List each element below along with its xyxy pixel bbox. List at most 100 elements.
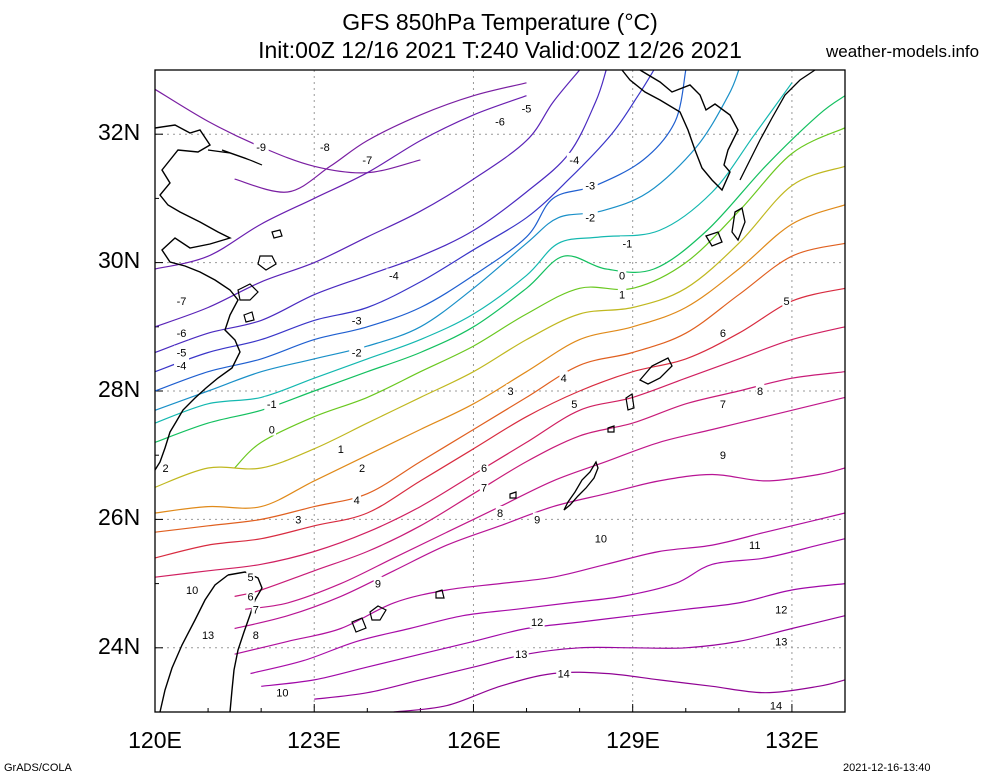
contour-label-bg xyxy=(718,448,728,462)
contour-label-bg xyxy=(718,396,728,410)
island-kume xyxy=(509,491,517,499)
island-ishigaki xyxy=(369,605,387,621)
contour-label: 6 xyxy=(720,328,726,340)
contour-minus-2 xyxy=(154,69,740,411)
island-yakushima xyxy=(705,231,723,247)
contour-label-bg xyxy=(161,461,170,475)
island-miyako xyxy=(435,589,445,599)
contour-label-bg xyxy=(386,268,402,282)
island-tanegashima xyxy=(731,206,746,242)
site-credit: weather-models.info xyxy=(826,42,980,61)
contour-label-bg xyxy=(559,371,568,385)
footer-credit: GrADS/COLA xyxy=(4,762,72,774)
coastline-china xyxy=(154,124,241,471)
contour-label-bg xyxy=(479,461,489,475)
contour-label-bg xyxy=(619,236,635,250)
contour-0 xyxy=(154,95,846,443)
contour-label-bg xyxy=(582,178,598,192)
contour-label-bg xyxy=(267,422,277,436)
contour-label-bg xyxy=(566,152,582,166)
contour-4 xyxy=(154,242,846,533)
map-frame xyxy=(154,69,846,713)
contour-minus-3 xyxy=(154,69,687,392)
contour-label: 10 xyxy=(186,585,198,597)
contour-6 xyxy=(154,326,846,578)
contour-12 xyxy=(261,583,846,687)
contour-label: 12 xyxy=(775,604,787,616)
contour-label: -4 xyxy=(389,270,399,282)
contour-label-bg xyxy=(556,666,572,680)
contour-label-bg xyxy=(718,326,728,340)
contour-label-bg xyxy=(782,294,791,308)
lon-label-132e: 132E xyxy=(765,727,819,753)
contour-label-bg xyxy=(513,647,529,661)
contour-label: 5 xyxy=(784,296,790,308)
contour-labels: -9 -8-7-6-5-4-3-2-101-4-7-6-5-4-3-2-10122… xyxy=(161,101,791,713)
contour-14 xyxy=(393,671,846,713)
contour-label: 4 xyxy=(561,373,567,385)
contour-label: -5 xyxy=(177,347,187,359)
contour-label: -3 xyxy=(585,181,595,193)
contour-label: 1 xyxy=(338,444,344,456)
contour-label: 1 xyxy=(619,290,625,302)
contour-label: 6 xyxy=(481,463,487,475)
contour-label: 13 xyxy=(202,630,214,642)
contour-label: 0 xyxy=(269,425,275,437)
contour-label: 14 xyxy=(558,668,570,680)
contour-label: 13 xyxy=(515,649,527,661)
contour-label: 6 xyxy=(247,591,253,603)
island-okinoerabu xyxy=(607,425,615,433)
contour-label: -6 xyxy=(495,116,505,128)
contour-label: -7 xyxy=(362,155,372,167)
contour-label-bg xyxy=(519,101,535,115)
contour-label-bg xyxy=(768,698,784,712)
island-okinawa xyxy=(563,460,599,511)
contour-label-bg xyxy=(747,538,763,552)
contour-label-bg xyxy=(274,685,290,699)
contour-label: 9 xyxy=(375,579,381,591)
contour-label-bg xyxy=(246,589,255,603)
contour-label-bg xyxy=(251,627,261,641)
contour-label: 5 xyxy=(247,572,253,584)
contour-minus-6 xyxy=(154,69,581,328)
contour-label: -4 xyxy=(177,360,187,372)
contour-label-bg xyxy=(253,140,269,154)
contour-label-bg xyxy=(359,152,375,166)
island-tokunoshima xyxy=(625,392,635,411)
contour-label: 14 xyxy=(770,701,782,713)
contour-5 xyxy=(154,287,846,559)
chart-subtitle: Init:00Z 12/16 2021 T:240 Valid:00Z 12/2… xyxy=(258,37,742,63)
contour-label: 7 xyxy=(481,482,487,494)
contour-label-bg xyxy=(200,627,216,641)
lon-label-120e: 120E xyxy=(128,727,182,753)
contour-label: -2 xyxy=(585,213,595,225)
contour-label: -1 xyxy=(622,238,632,250)
contour-label: 8 xyxy=(497,508,503,520)
contour-label-bg xyxy=(506,384,515,397)
contour-label: -7 xyxy=(177,296,187,308)
contour-label: 2 xyxy=(359,463,365,475)
contour-label-bg xyxy=(532,512,542,526)
chart-title: GFS 850hPa Temperature (°C) xyxy=(342,9,658,35)
contour-label-bg xyxy=(373,576,383,590)
contour-label: -8 xyxy=(320,142,330,154)
contour-label-bg xyxy=(492,114,508,128)
contour-3 xyxy=(154,204,846,514)
island-amami xyxy=(638,357,673,385)
island-zhoushan xyxy=(237,283,259,301)
lat-label-24n: 24N xyxy=(98,633,141,659)
contour-8 xyxy=(245,396,846,610)
lat-label-32n: 32N xyxy=(98,119,141,145)
contour-label-bg xyxy=(349,345,365,359)
island-mainland-bits xyxy=(243,255,277,323)
contour-label: -3 xyxy=(352,315,362,327)
contour-label-bg xyxy=(251,602,261,616)
contour-label-bg xyxy=(617,287,627,301)
contour-label-bg xyxy=(184,583,200,597)
contour-label: -5 xyxy=(522,104,532,116)
contour-label-bg xyxy=(570,396,579,410)
contour-label: 11 xyxy=(749,540,760,552)
contour-label-bg xyxy=(174,345,190,359)
contour-label-bg xyxy=(349,313,365,327)
